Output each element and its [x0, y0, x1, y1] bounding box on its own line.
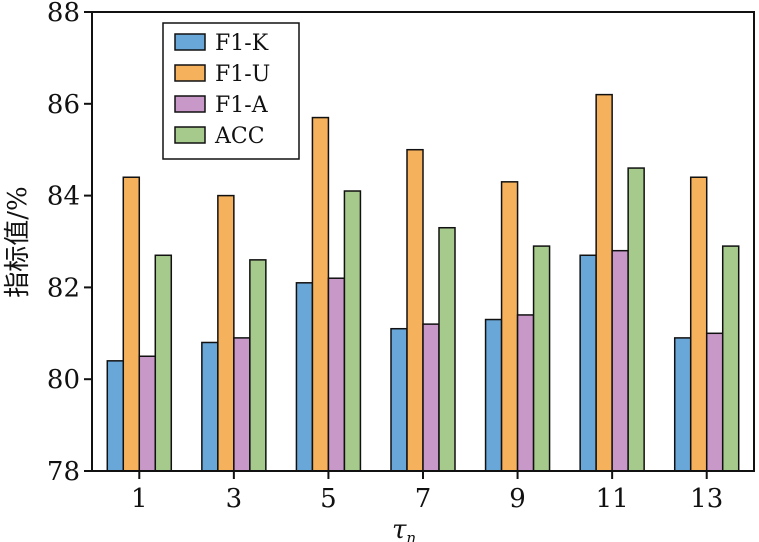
legend-swatch-f1-a — [174, 95, 206, 113]
bar-acc-3 — [249, 259, 267, 472]
bar-f1-k-11 — [579, 254, 597, 472]
bar-acc-13 — [721, 245, 740, 472]
x-tick-label: 1 — [131, 484, 148, 514]
y-axis-label: 指标值/% — [3, 186, 33, 297]
x-tick-label: 9 — [509, 484, 526, 514]
bar-f1-k-9 — [484, 318, 503, 472]
y-axis: 78 80 82 84 86 88 — [47, 0, 92, 487]
bar-f1-a-3 — [233, 337, 251, 472]
x-tick-label: 11 — [596, 484, 629, 514]
bar-f1-u-13 — [689, 176, 708, 472]
y-tick-label: 78 — [47, 457, 80, 487]
legend-label-f1-k: F1-K — [215, 31, 269, 56]
bar-f1-k-3 — [201, 341, 219, 472]
bar-f1-u-7 — [406, 148, 424, 472]
legend: F1-K F1-U F1-A ACC — [162, 22, 300, 160]
bar-f1-a-7 — [422, 323, 440, 472]
bar-f1-u-3 — [217, 194, 235, 472]
y-tick-label: 86 — [47, 90, 80, 120]
bar-f1-u-11 — [595, 93, 613, 472]
x-axis-label-subscript: n — [406, 529, 416, 542]
bar-f1-k-1 — [106, 360, 125, 472]
x-tick-label: 3 — [226, 484, 243, 514]
y-tick-label: 84 — [47, 182, 80, 212]
bar-f1-u-1 — [122, 176, 141, 472]
legend-label-f1-a: F1-A — [215, 93, 269, 118]
x-tick-label: 13 — [690, 484, 723, 514]
bar-f1-a-11 — [611, 249, 629, 472]
x-axis-label: τn — [392, 515, 416, 542]
bar-f1-k-7 — [390, 327, 408, 472]
bar-f1-a-13 — [705, 332, 724, 472]
bar-acc-7 — [438, 226, 456, 472]
legend-label-acc: ACC — [214, 124, 265, 149]
bar-acc-5 — [343, 190, 362, 472]
y-tick-label: 88 — [47, 0, 80, 28]
legend-swatch-f1-k — [174, 33, 206, 51]
legend-swatch-f1-u — [174, 64, 206, 82]
bar-f1-a-9 — [516, 314, 535, 472]
y-tick-label: 82 — [47, 273, 80, 303]
x-tick-label: 5 — [320, 484, 337, 514]
bar-f1-k-13 — [673, 337, 692, 472]
bars-group — [106, 93, 740, 472]
bar-f1-k-5 — [295, 282, 314, 472]
bar-acc-9 — [532, 245, 551, 472]
bar-acc-1 — [154, 254, 173, 472]
bar-f1-u-5 — [311, 116, 330, 472]
y-tick-label: 80 — [47, 365, 80, 395]
bar-f1-u-9 — [500, 181, 519, 472]
bar-f1-a-1 — [138, 355, 157, 472]
x-axis: 1 3 5 7 9 11 13 — [131, 471, 723, 514]
x-tick-label: 7 — [415, 484, 432, 514]
x-axis-label-main: τ — [392, 515, 407, 542]
legend-label-f1-u: F1-U — [215, 62, 270, 87]
bar-f1-a-5 — [327, 277, 346, 472]
legend-swatch-acc — [174, 126, 206, 144]
bar-acc-11 — [627, 167, 645, 472]
